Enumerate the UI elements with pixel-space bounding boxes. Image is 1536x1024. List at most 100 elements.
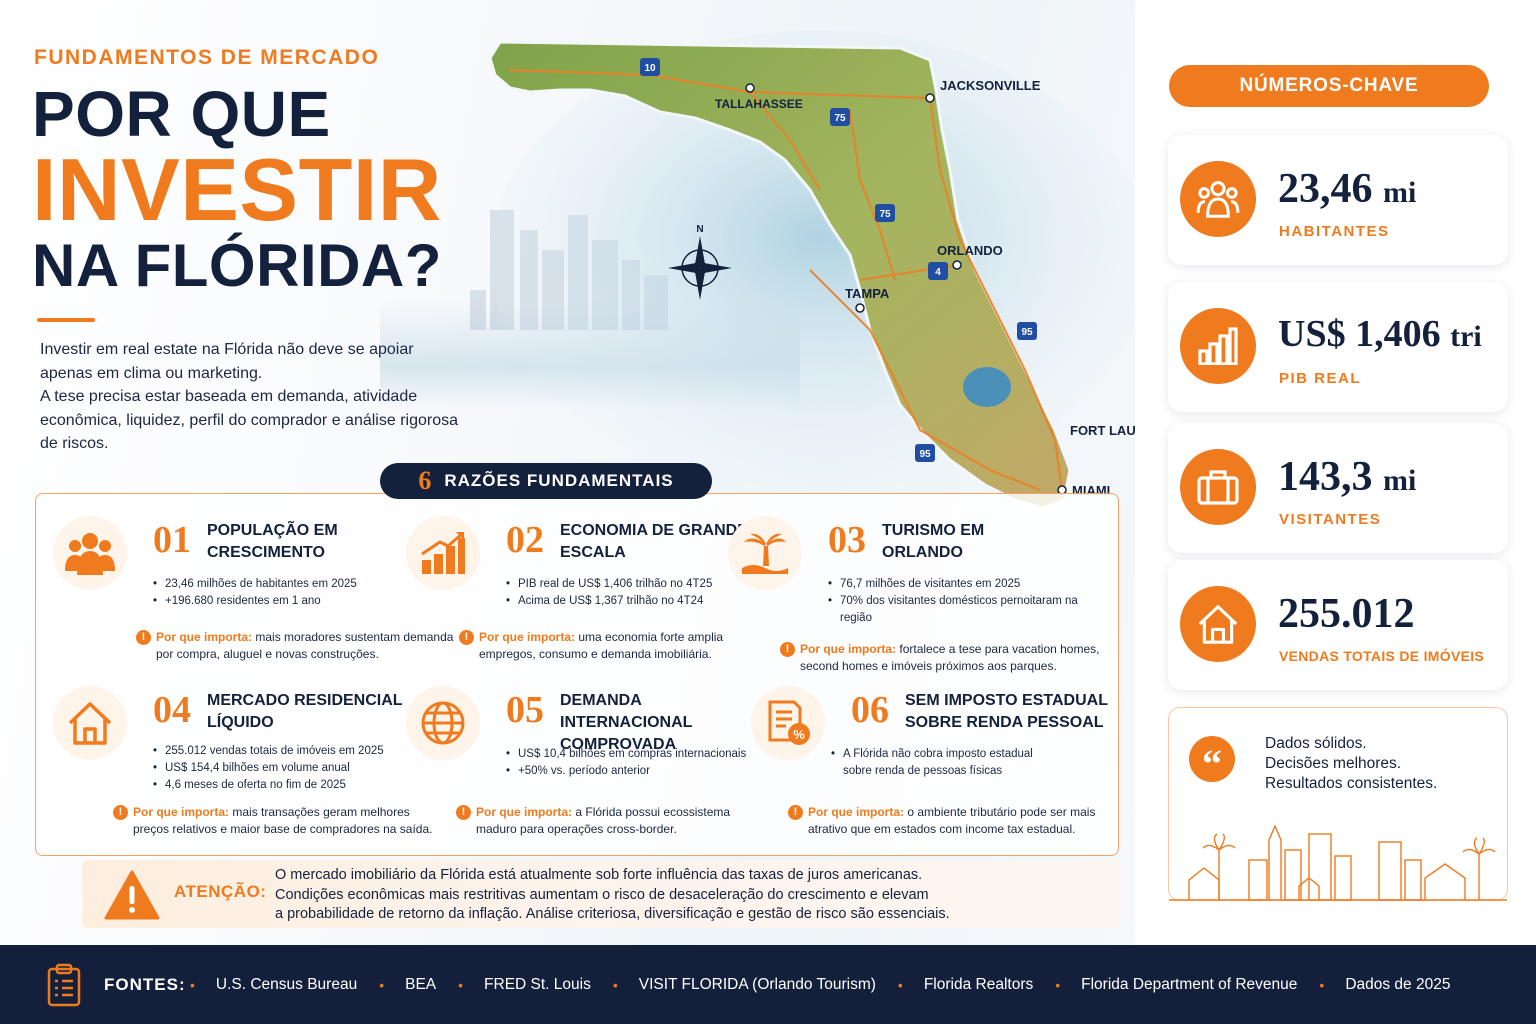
reason-bullets: 76,7 milhões de visitantes em 2025 70% d… [828, 576, 1078, 627]
reason-number: 05 [506, 689, 544, 731]
highway-shield-4 [928, 262, 948, 280]
florida-map: JACKSONVILLE TALLAHASSEE ORLANDO TAMPA F… [488, 30, 1135, 510]
why-text: mais transações geram melhores preços re… [133, 805, 433, 836]
key-numbers-title: NÚMEROS-CHAVE [1169, 65, 1489, 107]
reason-number: 01 [153, 519, 191, 561]
title-line-2: INVESTIR [32, 140, 442, 239]
city-label-tampa: TAMPA [845, 286, 890, 301]
reason-bullet: 255.012 vendas totais de imóveis em 2025 [153, 743, 403, 760]
alert-icon: ! [456, 805, 471, 820]
florida-landmass [488, 40, 1072, 510]
reason-bullets: 23,46 milhões de habitantes em 2025 +196… [153, 576, 403, 610]
compass-north-label: N [696, 224, 703, 235]
highway-number-95-east: 95 [1021, 327, 1033, 338]
stat-label: VISITANTES [1279, 511, 1382, 528]
intro-paragraph-2: A tese precisa estar baseada em demanda,… [40, 388, 458, 452]
reason-bullets: A Flórida não cobra imposto estadual sob… [831, 746, 1061, 780]
quote-line: Dados sólidos. [1265, 735, 1367, 752]
stat-unit: tri [1450, 320, 1482, 353]
page-title: POR QUE INVESTIR NA FLÓRIDA? [32, 82, 442, 296]
clipboard-icon [47, 963, 81, 1007]
people-icon [1180, 161, 1256, 237]
city-dot-orlando [952, 260, 962, 270]
reason-title: ECONOMIA DE GRANDE ESCALA [560, 522, 748, 561]
growth-chart-icon [406, 516, 480, 590]
house-icon [1180, 586, 1256, 662]
why-text: mais moradores sustentam demanda por com… [156, 630, 454, 661]
source-item: • VISIT FLORIDA (Orlando Tourism) [612, 976, 876, 993]
highway-number-10: 10 [644, 63, 656, 74]
reason-why: ! Por que importa: o ambiente tributário… [788, 804, 1118, 838]
reason-title: TURISMO EM ORLANDO [882, 522, 985, 561]
highway-number-4: 4 [935, 267, 941, 278]
attention-label: ATENÇÃO: [174, 882, 267, 901]
reason-number: 03 [828, 519, 866, 561]
attention-line-2: Condições econômicas mais restritivas au… [275, 886, 929, 903]
highway-number-75-central: 75 [879, 209, 891, 220]
stat-unit: mi [1383, 176, 1417, 209]
source-item: • FRED St. Louis [458, 976, 591, 993]
reason-bullets: PIB real de US$ 1,406 trilhão no 4T25 Ac… [506, 576, 756, 610]
suitcase-icon [1180, 449, 1256, 525]
bar-chart-icon [1180, 308, 1256, 384]
stat-card-habitantes: 23,46 mi HABITANTES [1168, 135, 1508, 265]
palm-beach-icon [728, 516, 802, 590]
stat-value: 143,3 mi [1278, 453, 1416, 501]
stat-label: PIB REAL [1279, 370, 1362, 387]
reason-card-04: 04 MERCADO RESIDENCIAL LÍQUIDO 255.012 v… [53, 686, 433, 846]
alert-icon: ! [459, 630, 474, 645]
quote-line: Resultados consistentes. [1265, 775, 1438, 792]
reason-why: ! Por que importa: uma economia forte am… [459, 629, 749, 663]
why-label: Por que importa: [808, 805, 905, 819]
stat-number: 255.012 [1278, 591, 1415, 637]
reason-bullet: +196.680 residentes em 1 ano [153, 593, 403, 610]
sources-list: • U.S. Census Bureau • BEA • FRED St. Louis… [190, 976, 1472, 994]
alert-icon: ! [788, 805, 803, 820]
stat-number: 23,46 [1278, 166, 1373, 212]
stat-label: VENDAS TOTAIS DE IMÓVEIS [1279, 648, 1485, 664]
reasons-section-title: 6 RAZÕES FUNDAMENTAIS [380, 463, 712, 499]
reason-bullet: US$ 154,4 bilhões em volume anual [153, 760, 403, 777]
highway-shield-95-east [1017, 322, 1037, 340]
reason-card-01: 01 POPULAÇÃO EM CRESCIMENTO 23,46 milhõe… [53, 516, 453, 676]
source-item: • Florida Department of Revenue [1055, 976, 1298, 993]
main-infographic: FUNDAMENTOS DE MERCADO POR QUE INVESTIR … [0, 0, 1135, 945]
stat-unit: mi [1383, 464, 1417, 497]
source-item: • BEA [379, 976, 437, 993]
stat-value: 23,46 mi [1278, 165, 1416, 213]
alert-icon: ! [113, 805, 128, 820]
reason-bullet: 76,7 milhões de visitantes em 2025 [828, 576, 1078, 593]
why-label: Por que importa: [156, 630, 253, 644]
highway-shield-75-central [875, 204, 895, 222]
sources-footer: FONTES: • U.S. Census Bureau • BEA • FRED S… [0, 945, 1536, 1024]
city-label-fort-lauderdale: FORT LAUDERDALE [1070, 423, 1135, 438]
reason-bullet: +50% vs. período anterior [506, 763, 756, 780]
quote-card: “ Dados sólidos. Decisões melhores. Resu… [1168, 707, 1508, 901]
reason-bullet: Acima de US$ 1,367 trilhão no 4T24 [506, 593, 756, 610]
reason-bullet: 70% dos visitantes domésticos pernoitara… [828, 593, 1078, 627]
attention-line-3: a probabilidade de retorno da inflação. … [275, 906, 950, 922]
reason-number: 06 [851, 689, 889, 731]
source-item: • U.S. Census Bureau [190, 976, 358, 993]
title-line-3: NA FLÓRIDA? [32, 232, 442, 299]
highway-shield-95-south [915, 444, 935, 462]
quote-line: Decisões melhores. [1265, 755, 1402, 772]
reason-bullet: 23,46 milhões de habitantes em 2025 [153, 576, 403, 593]
reason-why: ! Por que importa: mais moradores susten… [136, 629, 456, 663]
reason-bullet: PIB real de US$ 1,406 trilhão no 4T25 [506, 576, 756, 593]
intro-text: Investir em real estate na Flórida não d… [40, 338, 460, 456]
reason-card-06: % 06 SEM IMPOSTO ESTADUAL SOBRE RENDA PE… [751, 686, 1108, 846]
warning-icon [104, 870, 160, 920]
why-label: Por que importa: [800, 642, 897, 656]
attention-text: O mercado imobiliário da Flórida está at… [275, 866, 1115, 925]
why-label: Por que importa: [476, 805, 573, 819]
stat-number: 143,3 [1278, 454, 1373, 500]
reason-bullets: 255.012 vendas totais de imóveis em 2025… [153, 743, 403, 794]
svg-text:%: % [793, 727, 805, 742]
reason-bullet: 4,6 meses de oferta no fim de 2025 [153, 777, 403, 794]
skyline-illustration [1169, 824, 1507, 901]
reasons-title: RAZÕES FUNDAMENTAIS [444, 471, 674, 490]
reason-title: SEM IMPOSTO ESTADUAL SOBRE RENDA PESSOAL [905, 692, 1108, 731]
highway-shield-75-north [830, 108, 850, 126]
reason-number: 04 [153, 689, 191, 731]
